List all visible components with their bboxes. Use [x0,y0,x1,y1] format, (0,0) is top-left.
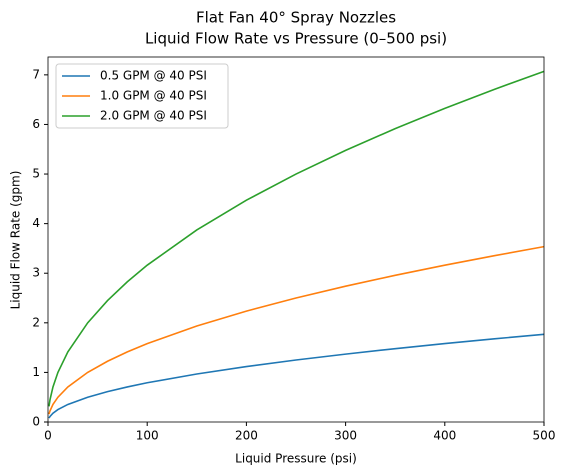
line-series [48,333,545,419]
x-tick-label: 400 [433,429,456,443]
line-series [48,70,545,407]
legend-label: 0.5 GPM @ 40 PSI [100,69,207,83]
x-tick-label: 100 [136,429,159,443]
line-series [48,245,545,415]
x-tick-label: 500 [533,429,556,443]
y-tick-label: 6 [32,117,40,131]
legend-label: 1.0 GPM @ 40 PSI [100,89,207,103]
y-tick-label: 3 [32,266,40,280]
chart-title: Flat Fan 40° Spray Nozzles [196,9,396,27]
y-tick-label: 1 [32,365,40,379]
y-axis-label: Liquid Flow Rate (gpm) [9,171,23,310]
x-tick-label: 300 [334,429,357,443]
plot-frame [47,56,545,423]
y-tick-label: 0 [32,415,40,429]
legend-box [55,63,229,129]
x-axis-label: Liquid Pressure (psi) [235,452,357,466]
chart-subtitle: Liquid Flow Rate vs Pressure (0–500 psi) [145,30,447,48]
x-tick-label: 200 [235,429,258,443]
x-tick-label: 0 [44,429,52,443]
y-tick-label: 7 [32,67,40,81]
y-tick-label: 4 [32,216,40,230]
y-tick-label: 5 [32,167,40,181]
y-tick-label: 2 [32,315,40,329]
legend-label: 2.0 GPM @ 40 PSI [100,109,207,123]
